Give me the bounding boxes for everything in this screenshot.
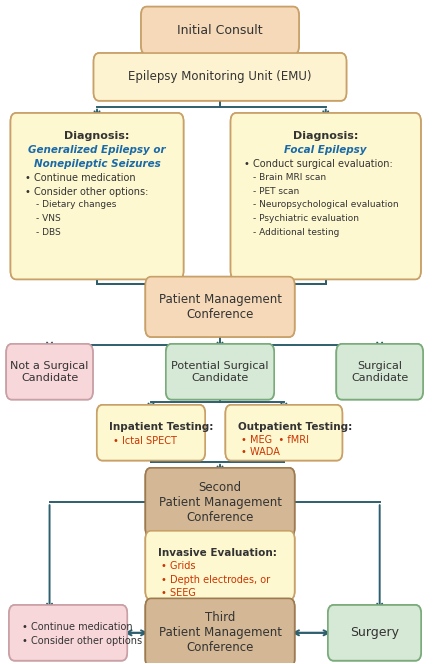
Text: Diagnosis:: Diagnosis: (293, 131, 358, 141)
FancyBboxPatch shape (336, 344, 423, 400)
Text: Diagnosis:: Diagnosis: (64, 131, 130, 141)
Text: Third
Patient Management
Conference: Third Patient Management Conference (159, 612, 282, 654)
Text: - Additional testing: - Additional testing (253, 228, 339, 237)
Text: • Grids: • Grids (161, 561, 196, 571)
Text: Not a Surgical
Candidate: Not a Surgical Candidate (11, 361, 89, 382)
FancyBboxPatch shape (145, 531, 295, 600)
FancyBboxPatch shape (145, 531, 295, 600)
FancyBboxPatch shape (145, 598, 295, 664)
Text: Invasive Evaluation:: Invasive Evaluation: (158, 548, 277, 558)
Text: - Psychiatric evaluation: - Psychiatric evaluation (253, 214, 359, 223)
Text: • Consider other options: • Consider other options (21, 636, 141, 646)
FancyBboxPatch shape (230, 113, 421, 280)
Text: Second
Patient Management
Conference: Second Patient Management Conference (159, 481, 282, 524)
Text: • Continue medication: • Continue medication (21, 622, 132, 632)
Text: Patient Management
Conference: Patient Management Conference (159, 293, 282, 321)
Text: - Dietary changes: - Dietary changes (35, 201, 116, 209)
Text: - Neuropsychological evaluation: - Neuropsychological evaluation (253, 201, 398, 209)
FancyBboxPatch shape (6, 344, 93, 400)
FancyBboxPatch shape (6, 344, 93, 400)
Text: - Brain MRI scan: - Brain MRI scan (253, 173, 326, 182)
Text: • WADA: • WADA (241, 448, 280, 457)
Text: • Conduct surgical evaluation:: • Conduct surgical evaluation: (244, 159, 393, 169)
Text: Epilepsy Monitoring Unit (EMU): Epilepsy Monitoring Unit (EMU) (128, 70, 312, 84)
FancyBboxPatch shape (141, 7, 299, 54)
FancyBboxPatch shape (9, 605, 127, 661)
Text: • Depth electrodes, or: • Depth electrodes, or (161, 574, 270, 584)
FancyBboxPatch shape (145, 468, 295, 537)
FancyBboxPatch shape (336, 344, 423, 400)
FancyBboxPatch shape (11, 113, 184, 280)
FancyBboxPatch shape (11, 113, 184, 280)
FancyBboxPatch shape (226, 405, 343, 461)
Text: • SEEG: • SEEG (161, 588, 196, 598)
Text: • Ictal SPECT: • Ictal SPECT (113, 436, 177, 446)
Text: Inpatient Testing:: Inpatient Testing: (110, 422, 214, 432)
Text: - VNS: - VNS (35, 214, 60, 223)
Text: Generalized Epilepsy or: Generalized Epilepsy or (28, 145, 166, 155)
Text: - PET scan: - PET scan (253, 187, 299, 196)
Text: - DBS: - DBS (35, 228, 60, 237)
FancyBboxPatch shape (145, 277, 295, 337)
Text: • Continue medication: • Continue medication (25, 173, 135, 183)
FancyBboxPatch shape (94, 53, 346, 101)
FancyBboxPatch shape (230, 113, 421, 280)
FancyBboxPatch shape (328, 605, 421, 661)
FancyBboxPatch shape (226, 405, 343, 461)
FancyBboxPatch shape (145, 598, 295, 664)
Text: Outpatient Testing:: Outpatient Testing: (238, 422, 352, 432)
Text: Nonepileptic Seizures: Nonepileptic Seizures (34, 159, 160, 169)
FancyBboxPatch shape (94, 53, 346, 101)
FancyBboxPatch shape (97, 405, 205, 461)
FancyBboxPatch shape (141, 7, 299, 54)
Text: • Consider other options:: • Consider other options: (25, 187, 148, 197)
FancyBboxPatch shape (97, 405, 205, 461)
FancyBboxPatch shape (166, 344, 274, 400)
FancyBboxPatch shape (145, 468, 295, 537)
Text: Focal Epilepsy: Focal Epilepsy (285, 145, 367, 155)
Text: • MEG  • fMRI: • MEG • fMRI (241, 435, 309, 445)
Text: Surgical
Candidate: Surgical Candidate (351, 361, 408, 382)
Text: Potential Surgical
Candidate: Potential Surgical Candidate (171, 361, 269, 382)
FancyBboxPatch shape (328, 605, 421, 661)
FancyBboxPatch shape (166, 344, 274, 400)
Text: Initial Consult: Initial Consult (177, 24, 263, 37)
Text: Surgery: Surgery (350, 626, 399, 639)
FancyBboxPatch shape (145, 277, 295, 337)
FancyBboxPatch shape (9, 605, 127, 661)
